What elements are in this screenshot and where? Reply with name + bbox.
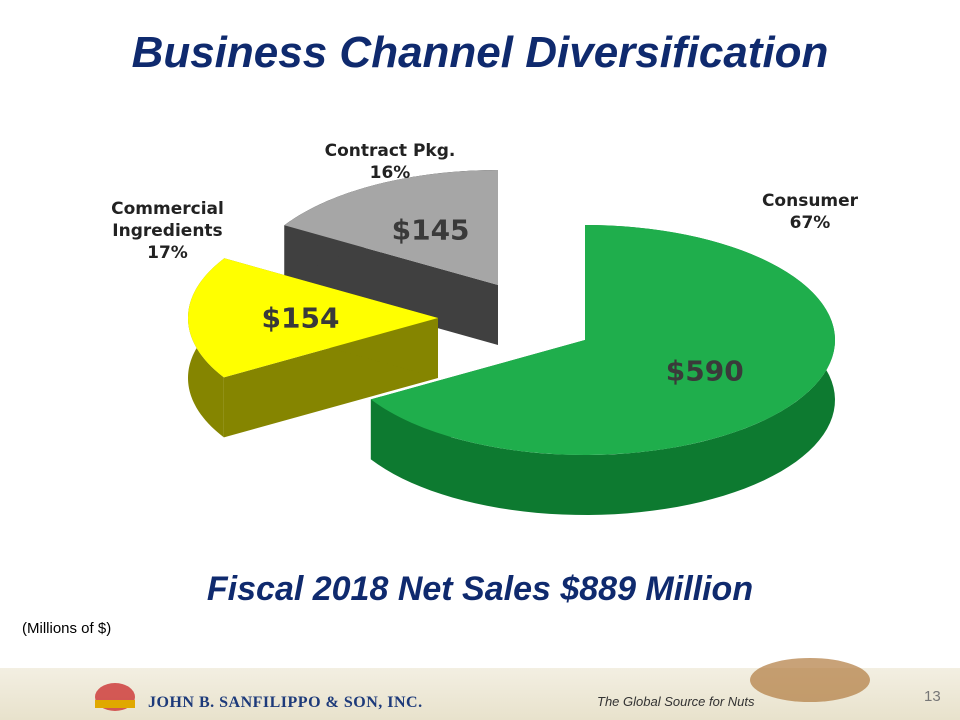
pie	[188, 170, 835, 515]
page-number: 13	[924, 688, 941, 705]
tagline: The Global Source for Nuts	[597, 694, 755, 709]
category-name: Contract Pkg.	[324, 141, 456, 161]
pie-slice	[370, 225, 835, 455]
share-label: 67%	[789, 213, 831, 234]
value-label: $154	[261, 301, 340, 335]
units-note: (Millions of $)	[22, 620, 112, 637]
slice-label: Consumer 67%	[745, 190, 875, 234]
share-label: 17%	[147, 243, 188, 264]
company-name: JOHN B. SANFILIPPO & SON, INC.	[148, 694, 423, 711]
value-label: $145	[391, 213, 470, 247]
pie-slice	[188, 258, 438, 378]
share-label: 16%	[369, 163, 411, 184]
title: Business Channel Diversification	[131, 28, 829, 77]
category-name: Consumer	[761, 191, 859, 211]
value-label: $590	[665, 354, 744, 388]
slice-label: Contract Pkg. 16%	[320, 140, 460, 184]
slice-label: Commercial Ingredients 17%	[95, 198, 240, 264]
category-name: Commercial Ingredients	[111, 199, 224, 242]
subtitle: Fiscal 2018 Net Sales $889 Million	[206, 570, 754, 608]
pie-slice	[284, 170, 498, 285]
logo	[95, 658, 870, 711]
